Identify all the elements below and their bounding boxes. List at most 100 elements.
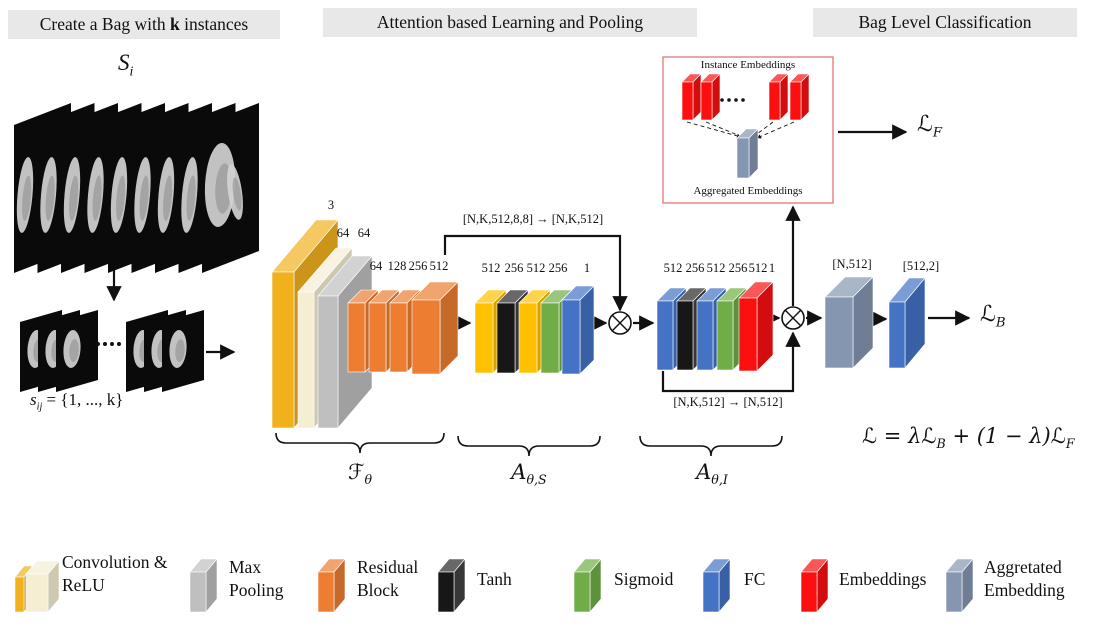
brace-attn-slice [457,435,601,457]
loss-lf-sub: F [932,125,943,141]
skip-slice-polyline [443,234,628,312]
instance-embeddings-box [662,56,834,204]
legend-swatch-tanh [437,571,455,613]
relu-block [297,291,315,429]
attn-s-fc-1 [561,299,581,375]
header-create-bag-text2: instances [179,14,249,34]
instance-embedding-block [789,81,802,121]
aggregated-embedding-block-side [748,128,759,179]
aggregation-dashed-arrow [686,121,742,139]
dim-label: 512 [706,261,726,275]
instance-embedding-block [700,81,713,121]
attn-s-sigmoid-256 [540,302,560,374]
legend-swatch-max-pooling [189,571,207,613]
loss-lb: ℒB [980,302,1006,330]
embed-ellipsis-dot [734,98,738,102]
ellipsis-dot [103,342,107,346]
dim-label: 512 [429,259,449,273]
fc-out-label: [512,2] [902,259,940,273]
mri-blob-core [116,175,126,221]
legend-label-aggregated-embedding: Aggretated Embedding [984,557,1065,601]
instance-embedding-block-side [779,73,789,121]
attn-i-fc-512 [656,300,674,371]
dim-label: 512 [526,261,546,275]
bag-title-base: S [118,50,130,75]
mri-blob-core [163,175,173,221]
mri-blob-large2-core [232,177,242,211]
bag-caption-sub: ij [36,401,43,413]
mri-blob-core [45,175,55,221]
legend-label-embeddings: Embeddings [839,569,927,589]
aggregation-dashed-arrow [756,121,795,139]
brace-f-base: ℱ [347,460,365,484]
multiply-node-instance-x2 [784,309,802,327]
skip-label-slice: [N,K,512,8,8] → [N,K,512] [462,212,604,226]
legend-swatch-fc [702,571,720,613]
ellipsis-dot [117,342,121,346]
embed-box-caption: Aggregated Embeddings [693,185,803,197]
multiply-node-slice-x2 [611,314,629,332]
dim-label: 512 [663,261,683,275]
attn-s-fc-512b [518,302,538,374]
legend-swatch-aggregated [945,571,963,613]
loss-lb-sub: B [995,315,1006,331]
attn-s-fc-1-side [579,285,595,375]
dim-label: 1 [768,261,776,275]
legend-label-tanh: Tanh [477,569,512,589]
brace-backbone [275,432,445,454]
loss-lb-base: ℒ [980,302,996,327]
dim-label: 128 [387,259,407,273]
skip-label-instance: [N,K,512] → [N,512] [673,395,783,409]
equation-part: + (1 − λ)ℒ [945,424,1066,448]
embed-ellipsis-dot [720,98,724,102]
residual-block-64 [347,302,366,373]
bag-title-sub: i [129,63,134,79]
header-attention: Attention based Learning and Pooling [323,8,697,37]
mri-blob-core [92,175,102,221]
loss-lf-base: ℒ [917,112,933,137]
bag-title: Si [118,50,133,80]
embed-ellipsis-dot [741,98,745,102]
brace-ai-base: A [696,460,712,484]
dim-label: 256 [728,261,748,275]
attn-i-fc-512b [696,300,714,371]
brace-label-attn-slice: Aθ,S [511,460,546,487]
legend-swatch-embeddings [800,571,818,613]
brace-as-base: A [511,460,527,484]
dim-label: 1 [583,261,591,275]
legend-label-residual-block: Residual Block [357,557,419,601]
brace-label-attn-instance: Aθ,I [696,460,728,487]
dim-label: 64 [357,226,371,240]
aggregation-dashed-arrow [705,121,746,139]
brace-as-sub: θ,S [526,472,547,488]
fc-n512-block [824,296,854,369]
instance-embedding-block [681,81,694,121]
fc-in-label: [N,512] [832,257,872,271]
dim-label: 256 [504,261,524,275]
legend-label-conv-relu: Convolution & ReLU [62,552,168,596]
legend-label-sigmoid: Sigmoid [614,569,674,589]
brace-f-sub: θ [364,472,373,488]
dim-label: 512 [748,261,768,275]
legend-label-max-pooling: Max Pooling [229,557,284,601]
attn-i-embedding-512-side [756,281,774,372]
equation-sub: F [1065,436,1075,452]
loss-lf: ℒF [917,112,942,140]
dim-label: 256 [408,259,428,273]
embed-ellipsis-dot [727,98,731,102]
attn-s-fc-512 [474,302,494,374]
legend-swatch-residual [317,571,335,613]
instance-embedding-block-side [711,73,721,121]
header-bag-level: Bag Level Classification [813,8,1077,37]
residual-block-256 [389,302,408,373]
instance-embedding-block-side [692,73,702,121]
brace-label-backbone: ℱθ [348,460,372,487]
conv-input-block [271,271,295,429]
residual-block-512 [411,299,441,375]
dim-label: 256 [685,261,705,275]
embed-box-title: Instance Embeddings [700,59,796,71]
instance-embedding-block [768,81,781,121]
instance-blob-core [69,339,79,363]
aggregated-embedding-block [736,137,750,179]
attn-s-tanh-256 [496,302,516,374]
